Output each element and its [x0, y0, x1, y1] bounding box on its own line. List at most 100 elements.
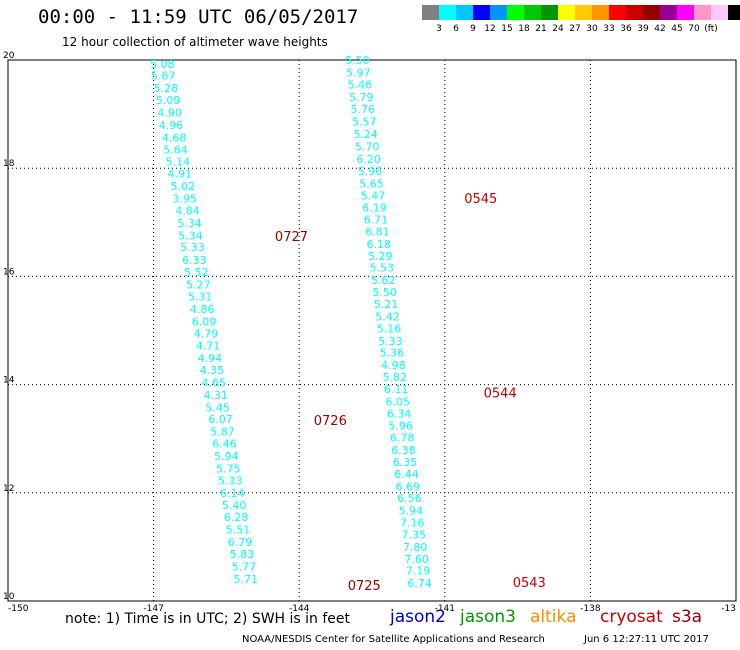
wave-height-value: 4.98 [381, 359, 406, 372]
page-subtitle: 12 hour collection of altimeter wave hei… [62, 35, 328, 49]
wave-height-value: 5.27 [186, 279, 211, 292]
wave-height-value: 7.19 [406, 565, 431, 578]
color-swatch [473, 5, 490, 20]
wave-height-value: 5.67 [151, 70, 176, 83]
plot-frame [7, 59, 737, 602]
color-swatch [575, 5, 592, 20]
wave-height-value: 6.46 [212, 438, 237, 451]
wave-height-value: 6.05 [385, 395, 410, 408]
wave-height-value: 4.94 [198, 352, 223, 365]
color-scale-label: 9 [470, 24, 476, 34]
pass-time-label: 0727 [275, 230, 308, 245]
color-swatch [728, 5, 740, 20]
footer-date: Jun 6 12:27:11 UTC 2017 [584, 634, 709, 645]
wave-height-value: 5.97 [346, 66, 371, 79]
wave-height-value: 5.46 [348, 78, 373, 91]
wave-height-value: 5.08 [150, 58, 175, 71]
color-swatch [439, 5, 456, 20]
color-swatch [456, 5, 473, 20]
color-scale-label: 24 [552, 24, 564, 34]
wave-height-value: 5.65 [359, 177, 384, 190]
x-tick-label: -150 [8, 604, 29, 614]
wave-height-value: 5.50 [345, 54, 370, 67]
wave-height-value: 5.53 [369, 262, 394, 275]
wave-height-value: 3.95 [172, 192, 197, 205]
wave-height-value: 6.69 [396, 480, 421, 493]
x-tick-label: -13 [721, 604, 736, 614]
wave-height-value: 5.34 [178, 229, 203, 242]
color-swatch [643, 5, 660, 20]
wave-height-value: 5.70 [355, 141, 380, 154]
wave-height-value: 7.35 [401, 528, 426, 541]
x-tick-label: -147 [143, 604, 163, 614]
wave-height-value: 5.28 [153, 82, 178, 95]
wave-height-value: 5.94 [214, 450, 239, 463]
pass-time-label: 0544 [484, 387, 517, 402]
color-swatch [558, 5, 575, 20]
color-scale-label: 27 [569, 24, 581, 34]
wave-height-value: 6.07 [208, 413, 233, 426]
color-swatch [422, 5, 439, 20]
footer-credit: NOAA/NESDIS Center for Satellite Applica… [242, 634, 545, 645]
pass-time-label: 0545 [464, 192, 497, 207]
color-swatch [694, 5, 711, 20]
color-swatch [541, 5, 558, 20]
wave-height-value: 5.96 [388, 420, 413, 433]
y-tick-label: 14 [3, 376, 15, 386]
wave-height-value: 6.09 [192, 315, 217, 328]
wave-height-value: 6.79 [228, 536, 253, 549]
wave-height-value: 5.47 [361, 189, 386, 202]
wave-height-value: 6.56 [397, 492, 422, 505]
color-scale-label: 36 [620, 24, 632, 34]
color-scale-label: 42 [654, 24, 666, 34]
wave-height-value: 5.42 [375, 310, 400, 323]
wave-height-value: 5.33 [180, 241, 205, 254]
wave-height-value: 5.50 [372, 286, 397, 299]
wave-height-value: 5.31 [188, 290, 213, 303]
color-scale-label: 33 [603, 24, 615, 34]
wave-height-value: 5.24 [353, 128, 378, 141]
y-tick-label: 16 [3, 267, 15, 277]
wave-height-value: 5.40 [222, 499, 247, 512]
wave-height-value: 5.52 [184, 266, 209, 279]
wave-height-value: 5.77 [232, 560, 257, 573]
y-tick-label: 12 [3, 484, 14, 494]
y-tick-label: 20 [3, 51, 15, 61]
pass-time-label: 0726 [314, 414, 347, 429]
color-scale-label: 6 [453, 24, 459, 34]
color-scale-label: 21 [535, 24, 547, 34]
color-scale-label: 15 [501, 24, 513, 34]
wave-height-value: 5.79 [349, 91, 374, 104]
wave-height-value: 5.45 [205, 401, 230, 414]
pass-time-label: 0543 [513, 576, 546, 591]
wave-height-value: 5.09 [156, 94, 181, 107]
satellite-legend-altika: altika [530, 607, 577, 627]
color-swatch [660, 5, 677, 20]
wave-height-value: 4.90 [157, 106, 182, 119]
wave-height-value: 5.51 [226, 524, 251, 537]
color-swatch [626, 5, 643, 20]
wave-height-value: 5.21 [374, 298, 399, 311]
wave-height-value: 6.33 [182, 254, 207, 267]
wave-height-value: 5.29 [368, 250, 393, 263]
wave-height-value: 5.64 [163, 143, 188, 156]
wave-height-value: 5.62 [371, 274, 396, 287]
wave-height-value: 5.33 [218, 474, 243, 487]
wave-height-value: 5.57 [352, 116, 377, 129]
color-swatch [609, 5, 626, 20]
pass-time-label: 0725 [348, 579, 381, 594]
wave-height-value: 7.60 [404, 553, 429, 566]
wave-height-value: 5.36 [380, 347, 405, 360]
wave-height-value: 4.68 [162, 131, 187, 144]
wave-height-value: 6.38 [391, 444, 416, 457]
wave-height-value: 4.35 [200, 364, 225, 377]
wave-height-value: 5.71 [234, 573, 259, 586]
y-tick-label: 10 [3, 592, 15, 602]
wave-height-value: 6.19 [362, 202, 387, 215]
wave-height-value: 5.75 [216, 462, 241, 475]
wave-height-value: 4.31 [203, 389, 228, 402]
wave-height-value: 4.71 [196, 340, 221, 353]
color-swatch [677, 5, 694, 20]
color-scale-label: 3 [436, 24, 442, 34]
wave-height-value: 6.14 [220, 487, 245, 500]
